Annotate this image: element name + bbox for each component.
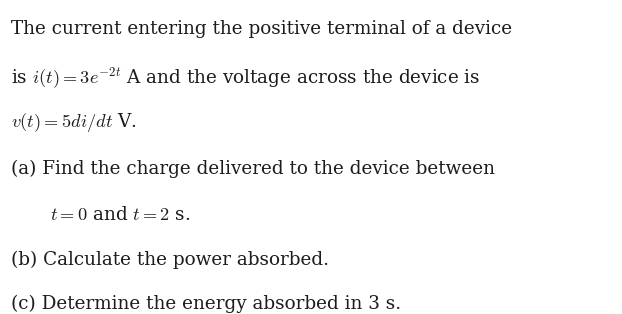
Text: (a) Find the charge delivered to the device between: (a) Find the charge delivered to the dev… xyxy=(11,160,495,178)
Text: $v(t) = 5di/dt$ V.: $v(t) = 5di/dt$ V. xyxy=(11,111,137,134)
Text: $t = 0$ and $t = 2$ s.: $t = 0$ and $t = 2$ s. xyxy=(50,206,190,224)
Text: is $i(t) = 3e^{-2t}$ A and the voltage across the device is: is $i(t) = 3e^{-2t}$ A and the voltage a… xyxy=(11,66,481,91)
Text: (c) Determine the energy absorbed in 3 s.: (c) Determine the energy absorbed in 3 s… xyxy=(11,295,401,313)
Text: (b) Calculate the power absorbed.: (b) Calculate the power absorbed. xyxy=(11,251,329,269)
Text: The current entering the positive terminal of a device: The current entering the positive termin… xyxy=(11,20,513,38)
